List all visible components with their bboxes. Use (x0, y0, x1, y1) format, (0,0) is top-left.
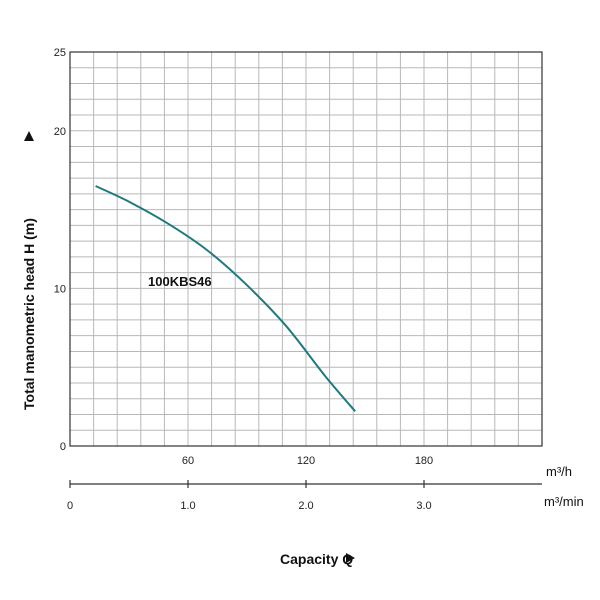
x-secondary-tick-label: 3.0 (416, 500, 431, 512)
x-axis-label: Capacity Q (280, 551, 353, 567)
series-line (95, 185, 356, 412)
x-axis-secondary-unit: m³/min (544, 494, 584, 509)
y-tick-label: 0 (60, 441, 66, 453)
plot-frame (69, 51, 543, 447)
x-primary-tick-label: 180 (415, 455, 433, 467)
x-primary-tick-label: 60 (182, 455, 194, 467)
x-secondary-tick-label: 0 (67, 500, 73, 512)
chart-grid (70, 52, 542, 446)
y-axis-arrow-icon (24, 131, 34, 141)
x-secondary-tick-label: 2.0 (298, 500, 313, 512)
y-tick-label: 20 (54, 126, 66, 138)
x-axis-primary-unit: m³/h (546, 464, 572, 479)
x-axis-arrow-icon (346, 553, 355, 563)
y-tick-label: 25 (54, 47, 66, 59)
y-axis-label: Total manometric head H (m) (21, 218, 37, 410)
x-axis-primary-ticks: 60 120 180 (182, 455, 433, 467)
series-label: 100KBS46 (148, 274, 212, 289)
y-axis-ticks: 0 10 20 25 (54, 47, 66, 453)
x-primary-tick-label: 120 (297, 455, 315, 467)
y-tick-label: 10 (54, 283, 66, 295)
x-axis-secondary-ticks: 0 1.0 2.0 3.0 (67, 480, 432, 512)
x-secondary-tick-label: 1.0 (180, 500, 195, 512)
